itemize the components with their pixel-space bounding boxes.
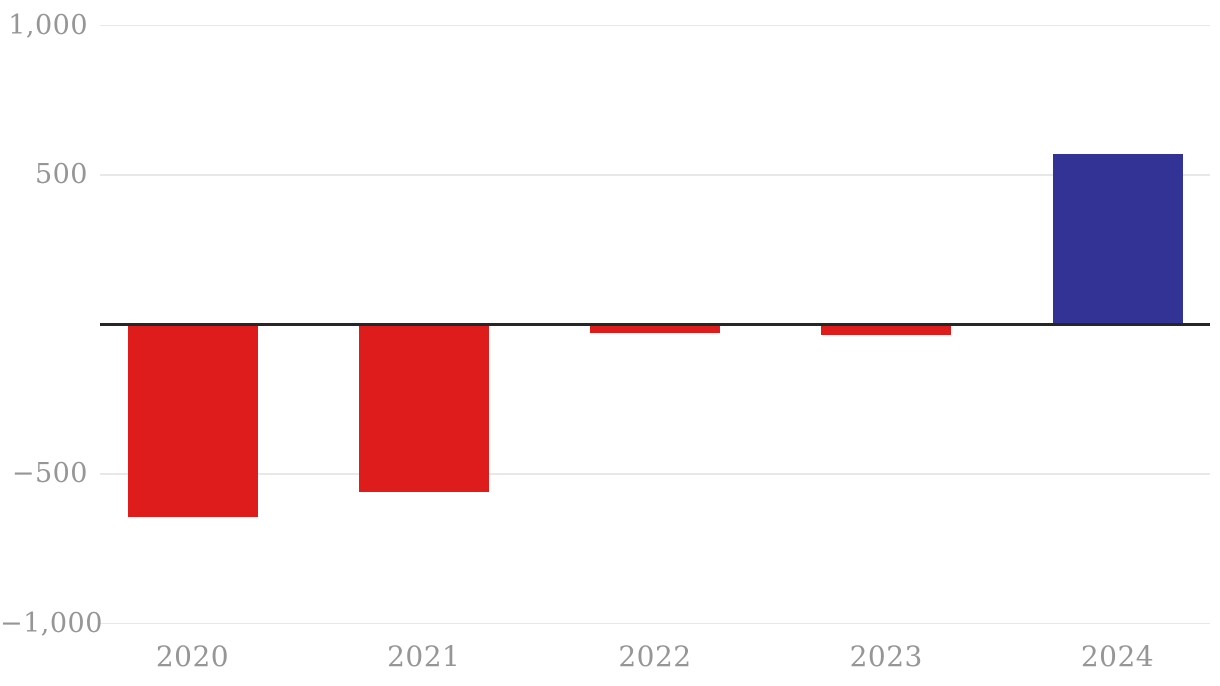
y-axis-tick-label: −1,000: [0, 607, 103, 639]
y-gridline: [100, 174, 1210, 176]
bar-2023: [821, 324, 952, 335]
bar-2020: [127, 324, 258, 518]
bar-2022: [590, 324, 720, 334]
x-axis-tick-label: 2021: [387, 640, 461, 673]
bar-2021: [358, 324, 489, 492]
bar-2024: [1052, 154, 1183, 325]
y-gridline: [100, 473, 1210, 475]
x-axis-tick-label: 2023: [849, 640, 923, 673]
y-gridline: [100, 24, 1210, 27]
y-axis-tick-label: −500: [11, 458, 88, 489]
y-gridline: [100, 622, 1210, 625]
zero-axis-line: [100, 322, 1210, 327]
x-axis-tick-label: 2024: [1080, 640, 1155, 673]
x-axis-tick-label: 2020: [155, 640, 230, 673]
y-axis-tick-label: 1,000: [8, 9, 88, 41]
x-axis-tick-label: 2022: [618, 640, 692, 673]
y-axis-tick-label: 500: [34, 159, 88, 190]
